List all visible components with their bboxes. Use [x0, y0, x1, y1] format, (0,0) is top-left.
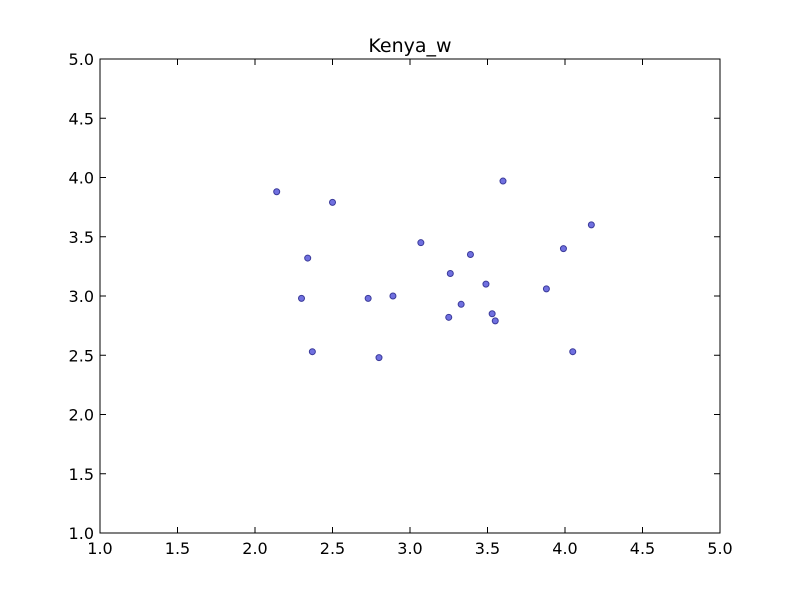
y-tick-label: 1.5: [69, 465, 94, 484]
y-axis-tick-labels: 1.0 1.5 2.0 2.5 3.0 3.5 4.0 4.5 5.0: [69, 50, 94, 543]
axes-frame: [99, 58, 721, 534]
data-point: [457, 300, 465, 308]
x-tick-label: 4.5: [630, 539, 655, 558]
data-point: [375, 354, 383, 362]
data-point: [488, 310, 496, 318]
data-point: [304, 254, 312, 262]
data-point: [308, 348, 316, 356]
data-point: [417, 239, 425, 247]
data-points: [273, 177, 595, 362]
data-point: [491, 317, 499, 325]
data-point: [273, 188, 281, 196]
data-point: [466, 251, 474, 259]
y-tick-label: 4.0: [69, 169, 94, 188]
x-axis-tick-labels: 1.0 1.5 2.0 2.5 3.0 3.5 4.0 4.5 5.0: [87, 539, 732, 558]
y-tick-label: 3.5: [69, 228, 94, 247]
data-point: [329, 198, 336, 206]
y-tick-label: 4.5: [69, 109, 94, 128]
x-tick-label: 2.5: [320, 539, 345, 558]
x-tick-label: 4.0: [552, 539, 577, 558]
data-point: [499, 177, 507, 185]
x-tick-label: 3.0: [397, 539, 422, 558]
y-tick-label: 1.0: [69, 524, 94, 543]
data-point: [298, 294, 305, 302]
data-point: [559, 245, 567, 253]
x-tick-label: 5.0: [707, 539, 732, 558]
data-point: [569, 348, 577, 356]
data-point: [587, 221, 595, 229]
y-tick-label: 5.0: [69, 50, 94, 69]
x-tick-label: 1.0: [87, 539, 112, 558]
y-tick-label: 3.0: [69, 287, 94, 306]
data-point: [389, 292, 397, 300]
x-tick-label: 2.0: [242, 539, 267, 558]
y-tick-label: 2.5: [69, 346, 94, 365]
x-tick-label: 1.5: [165, 539, 190, 558]
axis-ticks: [99, 58, 721, 534]
data-point: [482, 280, 490, 288]
y-tick-label: 2.0: [69, 406, 94, 425]
data-point: [446, 269, 454, 277]
data-point: [542, 285, 550, 293]
x-tick-label: 3.5: [475, 539, 500, 558]
chart-title: Kenya_w: [368, 35, 451, 57]
data-point: [445, 313, 453, 321]
data-point: [364, 294, 372, 302]
